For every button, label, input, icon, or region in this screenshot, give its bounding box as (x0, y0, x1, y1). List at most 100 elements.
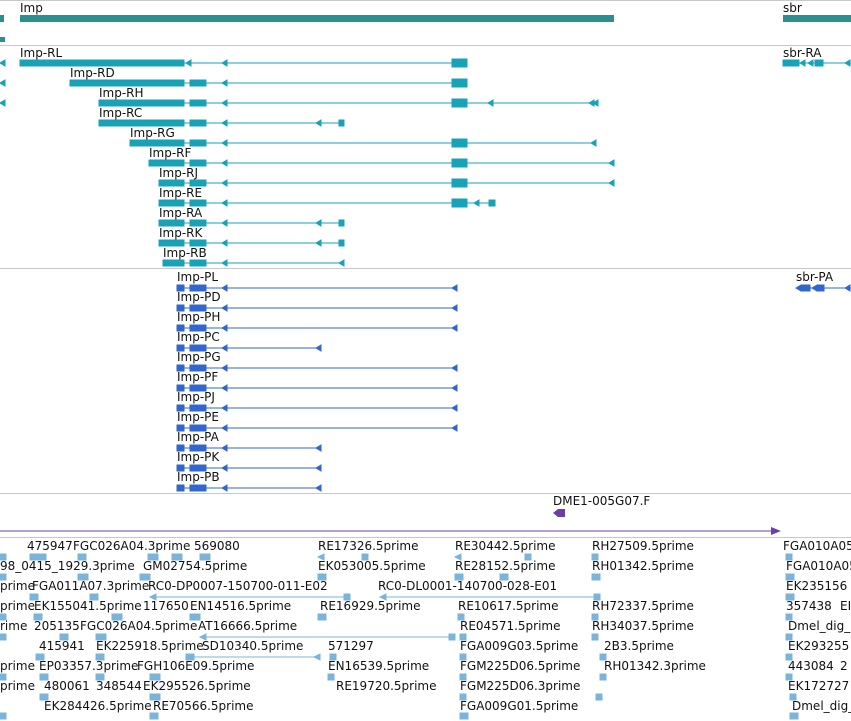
clone-label[interactable]: 475947 (27, 539, 73, 553)
clone-label[interactable]: FGA011A07.3prime (32, 579, 150, 593)
clone-label[interactable]: prime (0, 659, 35, 673)
clone-label[interactable]: EN16539.5prime (328, 659, 430, 673)
clone-label[interactable]: GM02754.5prime (143, 559, 248, 573)
clone-label[interactable]: FGA009G03.5prime (460, 639, 579, 653)
transcript-label[interactable]: sbr-RA (783, 46, 822, 60)
protein-label[interactable]: Imp-PL (177, 270, 219, 284)
protein-label[interactable]: Imp-PD (177, 290, 221, 304)
clone-label[interactable]: EP03357.3prime (39, 659, 139, 673)
clone-label[interactable]: 205135 (34, 619, 80, 633)
clone-label[interactable]: RE04571.5prime (460, 619, 561, 633)
protein-label[interactable]: Imp-PG (177, 350, 221, 364)
protein-label[interactable]: sbr-PA (796, 270, 834, 284)
transcript-label[interactable]: Imp-RE (159, 186, 203, 200)
protein-label[interactable]: Imp-PH (177, 310, 221, 324)
clone-label[interactable]: FGC026A04.3prime (73, 539, 191, 553)
transcript-label[interactable]: Imp-RB (163, 246, 207, 260)
protein-label[interactable]: Imp-PJ (177, 390, 215, 404)
clone-label[interactable]: RH27509.5prime (592, 539, 694, 553)
gene-glyph-fragment (0, 37, 5, 42)
gene-label-imp[interactable]: Imp (20, 1, 43, 15)
clone-label[interactable]: RH01342.3prime (604, 659, 706, 673)
clone-label[interactable]: RE10617.5prime (458, 599, 559, 613)
clone-label[interactable]: FGM225D06.3prime (460, 679, 581, 693)
clone-label[interactable]: RC0-DL0001-140700-028-E01 (378, 579, 558, 593)
clone-label[interactable]: 348544 (96, 679, 142, 693)
transcript-label[interactable]: Imp-RC (99, 106, 143, 120)
transcript-label[interactable]: Imp-RG (130, 126, 175, 140)
clone-label[interactable]: RH34037.5prime (592, 619, 694, 633)
clone-label[interactable]: AT16666.5prime (198, 619, 298, 633)
clone-label[interactable]: FGH106E09.5prime (137, 659, 255, 673)
clone-label[interactable]: RE19720.5prime (336, 679, 437, 693)
clone-label[interactable]: rime (0, 619, 28, 633)
transcript-label[interactable]: Imp-RA (159, 206, 203, 220)
transcript-edge-arrow (0, 59, 6, 67)
transcript-label[interactable]: Imp-RF (149, 146, 192, 160)
clone-label[interactable]: Dmel_dig_ (788, 619, 851, 633)
clone-label[interactable]: RC0-DP0007-150700-011-E02 (148, 579, 328, 593)
clone-label[interactable]: FGA010A05 (783, 539, 851, 553)
clone-label[interactable]: EI (840, 599, 851, 613)
transcript-edge-arrow (0, 99, 6, 107)
protein-label[interactable]: Imp-PE (177, 410, 219, 424)
clone-label[interactable]: 2 (840, 659, 848, 673)
protein-label[interactable]: Imp-PF (177, 370, 219, 384)
clone-label[interactable]: Dmel_dig_ (792, 699, 851, 713)
track-separator (0, 268, 851, 269)
probe-label[interactable]: DME1-005G07.F (553, 494, 651, 508)
protein-label[interactable]: Imp-PK (177, 450, 220, 464)
gene-glyph-imp (20, 15, 614, 22)
clone-label[interactable]: 98_0415_1929.3prime (0, 559, 135, 573)
protein-track-glyphs (176, 284, 851, 492)
clone-label[interactable]: 415941 (39, 639, 85, 653)
clone-label[interactable]: prime (0, 579, 35, 593)
clone-label[interactable]: 571297 (328, 639, 374, 653)
transcript-label[interactable]: Imp-RJ (159, 166, 199, 180)
clone-label[interactable]: 2B3.5prime (604, 639, 674, 653)
clone-label[interactable]: EK293255 (788, 639, 850, 653)
transcript-label[interactable]: Imp-RD (70, 66, 115, 80)
protein-label[interactable]: Imp-PC (177, 330, 220, 344)
clone-label[interactable]: RH01342.5prime (592, 559, 694, 573)
clone-label[interactable]: RE28152.5prime (455, 559, 556, 573)
gene-track-glyphs (0, 15, 851, 42)
protein-label[interactable]: Imp-PB (177, 470, 220, 484)
clone-label[interactable]: 443084 (788, 659, 834, 673)
clone-label[interactable]: RE30442.5prime (455, 539, 556, 553)
clone-label[interactable]: prime (0, 679, 35, 693)
clone-label[interactable]: 569080 (194, 539, 240, 553)
track-separator (0, 537, 851, 538)
track-separator (0, 45, 851, 46)
clone-label[interactable]: 480061 (44, 679, 90, 693)
clone-label[interactable]: EK172727 (788, 679, 850, 693)
clone-label[interactable]: 357438 (786, 599, 832, 613)
clone-label[interactable]: RH72337.5prime (592, 599, 694, 613)
track-separator (0, 0, 851, 1)
clone-label[interactable]: FGC026A04.5prime (80, 619, 198, 633)
clone-label[interactable]: EK284426.5prime (44, 699, 152, 713)
clone-label[interactable]: SD10340.5prime (202, 639, 304, 653)
clone-track-glyphs (0, 553, 799, 720)
clone-label[interactable]: EK225918.5prime (96, 639, 204, 653)
clone-label[interactable]: RE70566.5prime (153, 699, 254, 713)
clone-label[interactable]: RE16929.5prime (320, 599, 421, 613)
protein-label[interactable]: Imp-PA (177, 430, 219, 444)
clone-label[interactable]: FGA009G01.5prime (460, 699, 579, 713)
transcript-label[interactable]: Imp-RK (159, 226, 203, 240)
clone-label[interactable]: FGM225D06.5prime (460, 659, 581, 673)
clone-label[interactable]: EK053005.5prime (318, 559, 426, 573)
transcript-label[interactable]: Imp-RH (99, 86, 144, 100)
gene-label-sbr[interactable]: sbr (783, 1, 802, 15)
clone-label[interactable]: EK235156 (786, 579, 848, 593)
transcript-label[interactable]: Imp-RL (20, 46, 63, 60)
transcript-edge-arrow (0, 79, 6, 87)
clone-label[interactable]: EN14516.5prime (190, 599, 292, 613)
clone-label[interactable]: EK155041.5prime (34, 599, 142, 613)
clone-label[interactable]: prime (0, 599, 35, 613)
clone-label[interactable]: FGA010A05 (786, 559, 851, 573)
clone-label[interactable]: RE17326.5prime (318, 539, 419, 553)
clone-label[interactable]: 117650 (143, 599, 189, 613)
clone-label[interactable]: EK295526.5prime (143, 679, 251, 693)
